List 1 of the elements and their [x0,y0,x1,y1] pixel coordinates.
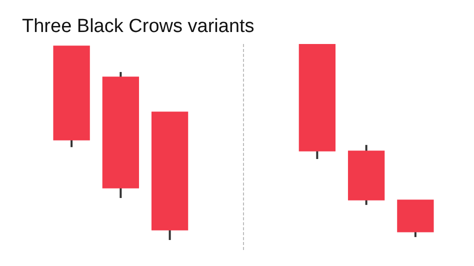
chart-title: Three Black Crows variants [22,16,254,38]
